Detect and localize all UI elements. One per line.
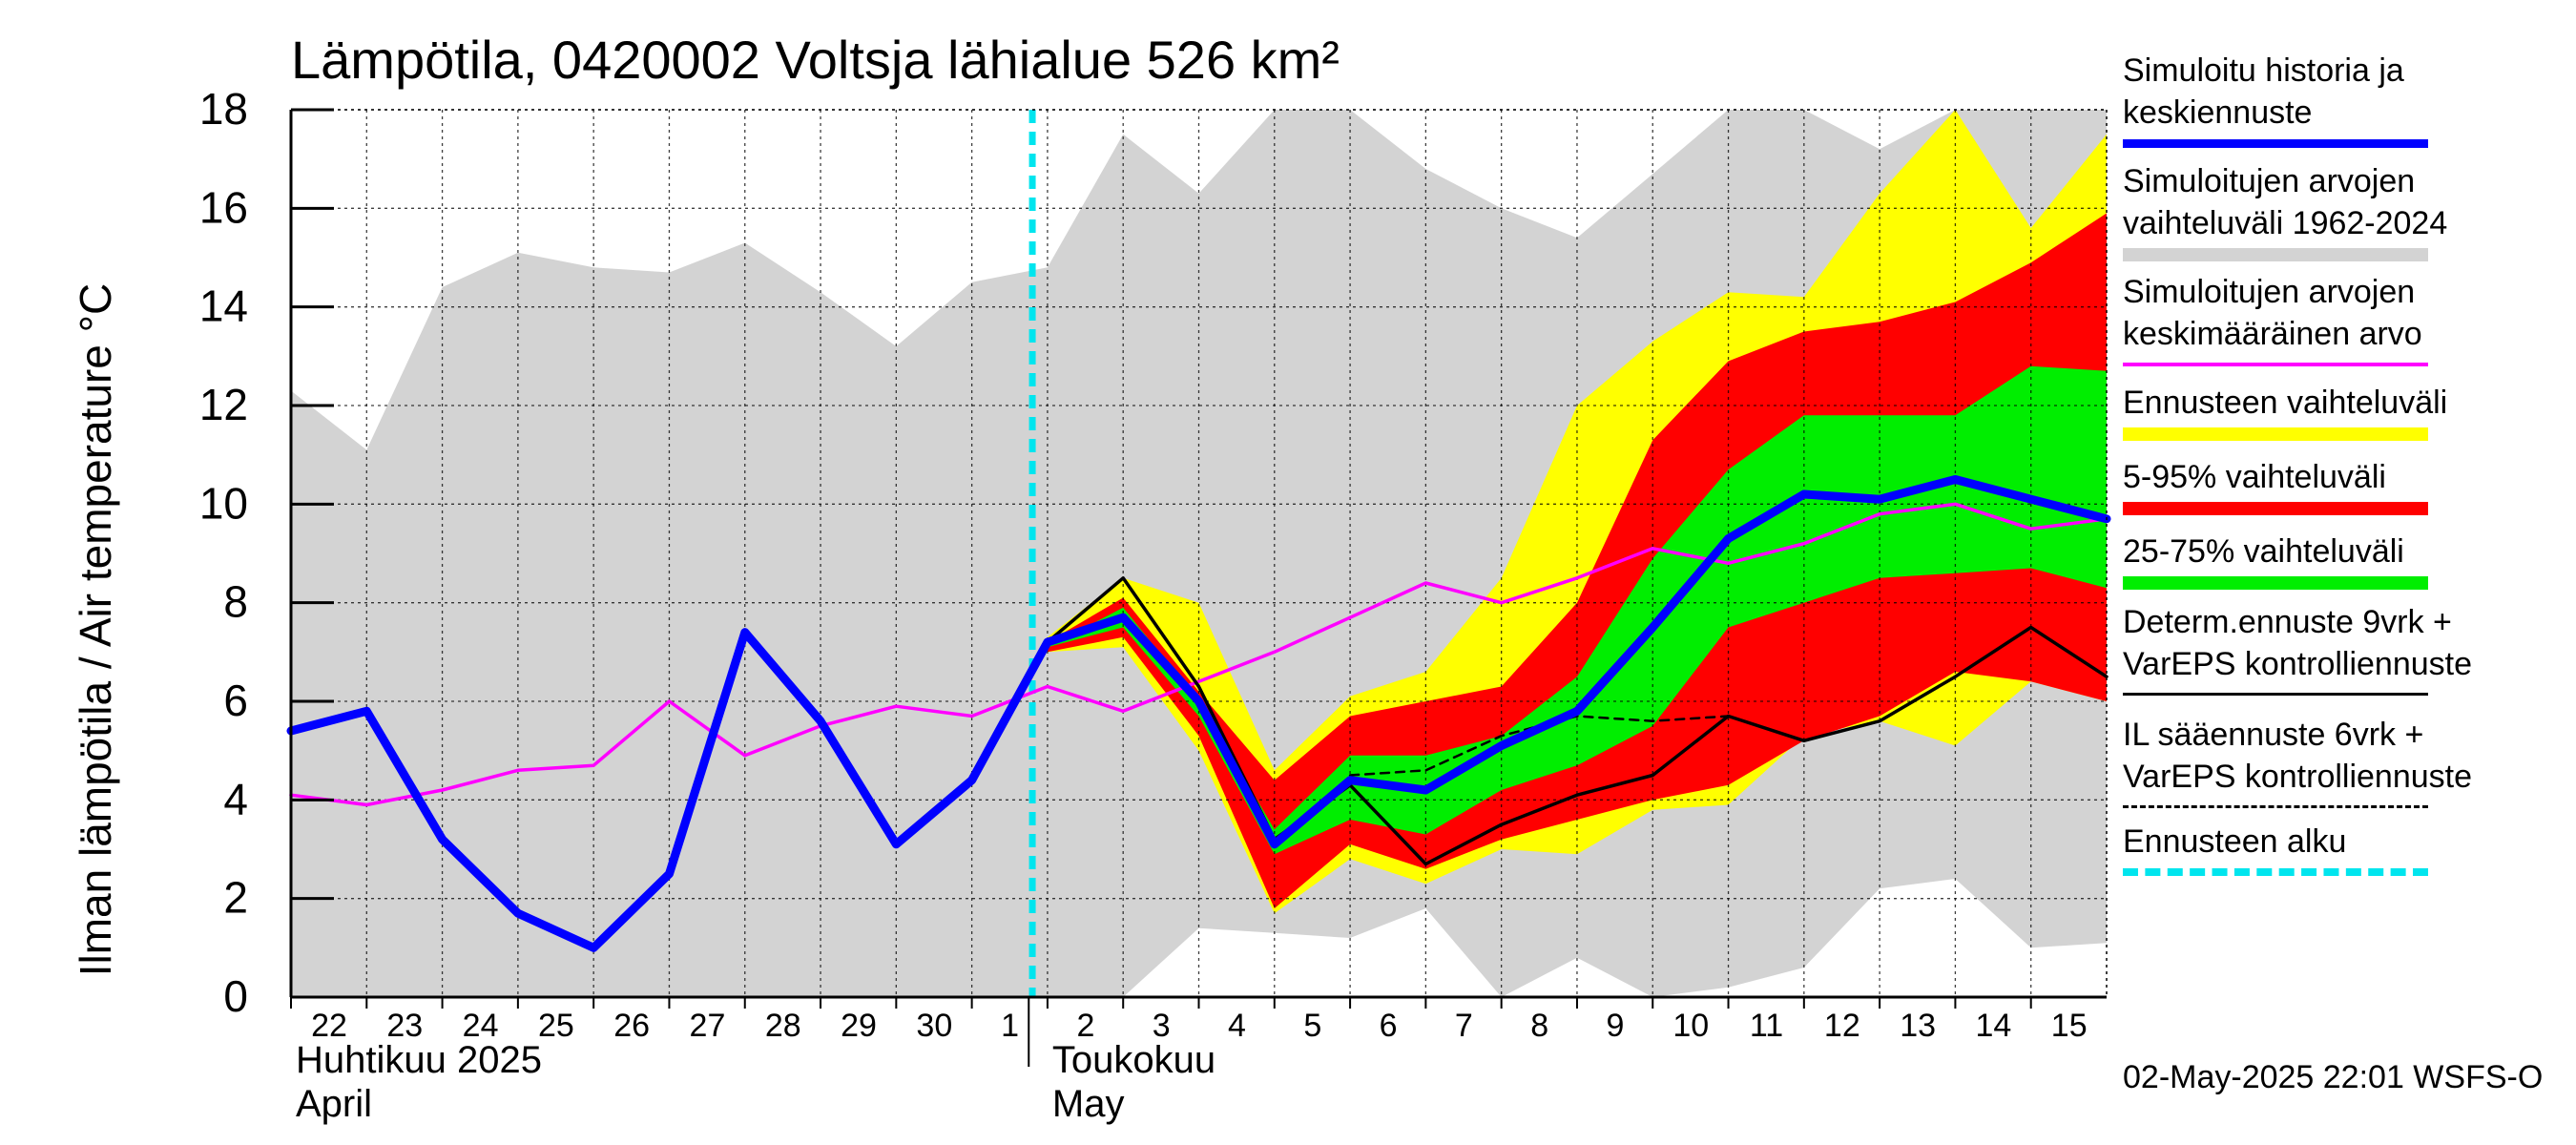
band-2 <box>1047 213 2107 908</box>
series-line-1 <box>969 576 2109 866</box>
legend-swatch <box>2123 502 2428 515</box>
y-tick-label: 6 <box>223 676 248 725</box>
x-tick-label: 9 <box>1606 1008 1624 1044</box>
legend-swatch <box>2123 693 2428 696</box>
y-tick-label: 14 <box>199 281 248 331</box>
y-tick-label: 8 <box>223 577 248 627</box>
series-line-0 <box>289 502 2109 807</box>
legend-label: Ennusteen vaihteluväli <box>2123 385 2448 421</box>
x-tick-label: 7 <box>1455 1008 1473 1044</box>
x-tick-label: 23 <box>386 1008 423 1044</box>
x-tick-label: 24 <box>463 1008 499 1044</box>
x-tick-label: 29 <box>841 1008 877 1044</box>
x-tick-label: 2 <box>1076 1008 1094 1044</box>
month-label-fi: Toukokuu <box>1051 1039 1216 1081</box>
x-tick-label: 30 <box>916 1008 952 1044</box>
month-label-en: May <box>1051 1083 1125 1125</box>
legend-label: IL sääennuste 6vrk + VarEPS kontrollienn… <box>2123 717 2473 795</box>
y-tick-label: 0 <box>223 971 248 1021</box>
x-tick-label: 28 <box>765 1008 801 1044</box>
month-label-1: Toukokuu May <box>1052 1038 1215 1126</box>
y-tick-label: 10 <box>199 478 248 528</box>
x-tick-label: 15 <box>2051 1008 2088 1044</box>
legend-item: Simuloitu historia ja keskiennuste <box>2123 50 2562 148</box>
legend-label: 25-75% vaihteluväli <box>2123 533 2404 570</box>
x-tick-label: 27 <box>690 1008 726 1044</box>
legend-item: Ennusteen alku <box>2123 821 2562 876</box>
axes <box>289 108 2108 1067</box>
y-tick-label: 4 <box>223 774 248 823</box>
series-line-3 <box>286 475 2111 952</box>
grid-lines <box>290 109 2107 998</box>
x-tick-label: 12 <box>1824 1008 1860 1044</box>
month-label-fi: Huhtikuu 2025 <box>296 1039 542 1081</box>
x-tick-label: 10 <box>1672 1008 1709 1044</box>
x-tick-label: 6 <box>1380 1008 1398 1044</box>
legend-swatch <box>2123 139 2428 148</box>
month-label-0: Huhtikuu 2025 April <box>296 1038 542 1126</box>
legend-item: Simuloitujen arvojen keskimääräinen arvo <box>2123 271 2562 366</box>
legend-swatch <box>2123 805 2428 808</box>
legend-item: Ennusteen vaihteluväli <box>2123 382 2562 441</box>
x-tick-label: 4 <box>1228 1008 1246 1044</box>
legend-item: Determ.ennuste 9vrk + VarEPS kontrollien… <box>2123 601 2562 696</box>
legend: Simuloitu historia ja keskiennuste Simulo… <box>2123 0 2562 954</box>
x-tick-label: 1 <box>1001 1008 1019 1044</box>
legend-label: Simuloitujen arvojen keskimääräinen arvo <box>2123 274 2422 352</box>
legend-item: IL sääennuste 6vrk + VarEPS kontrollienn… <box>2123 714 2562 808</box>
legend-swatch <box>2123 576 2428 590</box>
x-tick-label: 8 <box>1530 1008 1548 1044</box>
timestamp: 02-May-2025 22:01 WSFS-O <box>2123 1059 2544 1095</box>
band-3 <box>1047 365 2107 855</box>
x-tick-label: 14 <box>1976 1008 2012 1044</box>
legend-item: 5-95% vaihteluväli <box>2123 456 2562 515</box>
month-label-en: April <box>296 1083 373 1125</box>
legend-swatch <box>2123 868 2428 876</box>
x-tick-label: 3 <box>1153 1008 1171 1044</box>
series-lines <box>286 110 2111 997</box>
legend-swatch <box>2123 363 2428 366</box>
legend-label: Simuloitu historia ja keskiennuste <box>2123 52 2404 131</box>
legend-label: Ennusteen alku <box>2123 823 2347 860</box>
y-tick-label: 2 <box>223 873 248 923</box>
legend-label: 5-95% vaihteluväli <box>2123 459 2386 495</box>
y-tick-label: 12 <box>199 380 248 429</box>
y-tick-label: 18 <box>199 84 248 134</box>
y-tick-label: 16 <box>199 182 248 232</box>
legend-label: Simuloitujen arvojen vaihteluväli 1962-2… <box>2123 163 2448 241</box>
x-tick-label: 5 <box>1303 1008 1321 1044</box>
legend-label: Determ.ennuste 9vrk + VarEPS kontrollien… <box>2123 604 2473 682</box>
legend-swatch <box>2123 248 2428 261</box>
x-tick-label: 26 <box>613 1008 650 1044</box>
x-tick-label: 11 <box>1750 1008 1783 1044</box>
legend-item: Simuloitujen arvojen vaihteluväli 1962-2… <box>2123 160 2562 261</box>
x-tick-label: 22 <box>311 1008 347 1044</box>
x-tick-label: 25 <box>538 1008 574 1044</box>
chart-title: Lämpötila, 0420002 Voltsja lähialue 526 … <box>291 30 1340 90</box>
x-tick-label: 13 <box>1900 1008 1936 1044</box>
legend-item: 25-75% vaihteluväli <box>2123 531 2562 590</box>
legend-swatch <box>2123 427 2428 441</box>
